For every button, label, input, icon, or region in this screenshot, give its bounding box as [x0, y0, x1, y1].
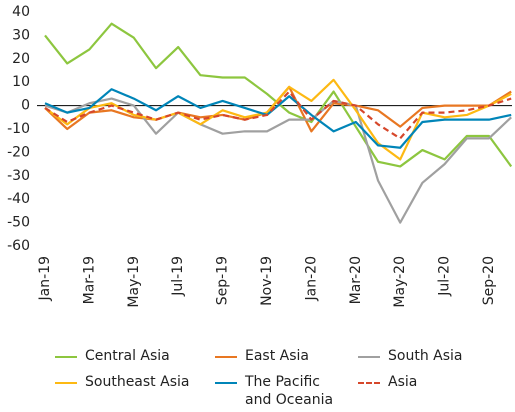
x-tick-label: Jan-20: [303, 256, 319, 301]
x-tick-label: Jan-19: [37, 256, 53, 301]
y-tick-label: -10: [7, 121, 30, 137]
series-line: [44, 90, 512, 140]
legend-swatch: [55, 382, 77, 384]
x-tick-label: May-19: [126, 256, 142, 308]
y-tick-label: -30: [7, 168, 30, 184]
x-tick-label: Sep-20: [481, 256, 497, 305]
legend-label: Asia: [388, 374, 418, 390]
y-tick-label: -40: [7, 191, 30, 207]
x-tick-label: Sep-19: [215, 256, 231, 305]
series-line: [44, 22, 513, 168]
y-tick-label: -60: [7, 238, 30, 254]
y-tick-label: -50: [7, 215, 30, 231]
y-tick-label: 30: [12, 27, 30, 43]
legend-swatch: [215, 382, 237, 384]
legend-label: East Asia: [245, 348, 309, 364]
y-tick-label: -20: [7, 144, 30, 160]
legend-swatch: [358, 382, 380, 384]
x-tick-label: Jul-19: [170, 256, 186, 297]
x-tick-label: Mar-19: [81, 256, 97, 304]
x-tick-label: May-20: [392, 256, 408, 308]
x-tick-label: Mar-20: [348, 256, 364, 304]
legend-item: East Asia: [215, 347, 309, 365]
legend-label: The Pacific and Oceania: [245, 374, 334, 408]
legend-item: Central Asia: [55, 347, 170, 365]
y-tick-label: 10: [12, 74, 30, 90]
legend-swatch: [215, 356, 237, 358]
series-line: [44, 88, 512, 149]
legend-item: Asia: [358, 373, 417, 391]
legend-swatch: [358, 356, 380, 358]
legend-label: South Asia: [388, 348, 463, 364]
x-tick-label: Jul-20: [437, 256, 453, 297]
legend-label: Central Asia: [85, 348, 170, 364]
y-tick-label: 0: [21, 98, 30, 114]
legend-item: The Pacific and Oceania: [215, 373, 345, 409]
series-line: [44, 97, 512, 224]
legend-label: Southeast Asia: [85, 374, 190, 390]
y-tick-label: 40: [12, 4, 30, 20]
y-tick-label: 20: [12, 51, 30, 67]
legend-item: South Asia: [358, 347, 462, 365]
legend-item: Southeast Asia: [55, 373, 189, 391]
x-tick-label: Nov-19: [259, 256, 275, 306]
legend-swatch: [55, 356, 77, 358]
